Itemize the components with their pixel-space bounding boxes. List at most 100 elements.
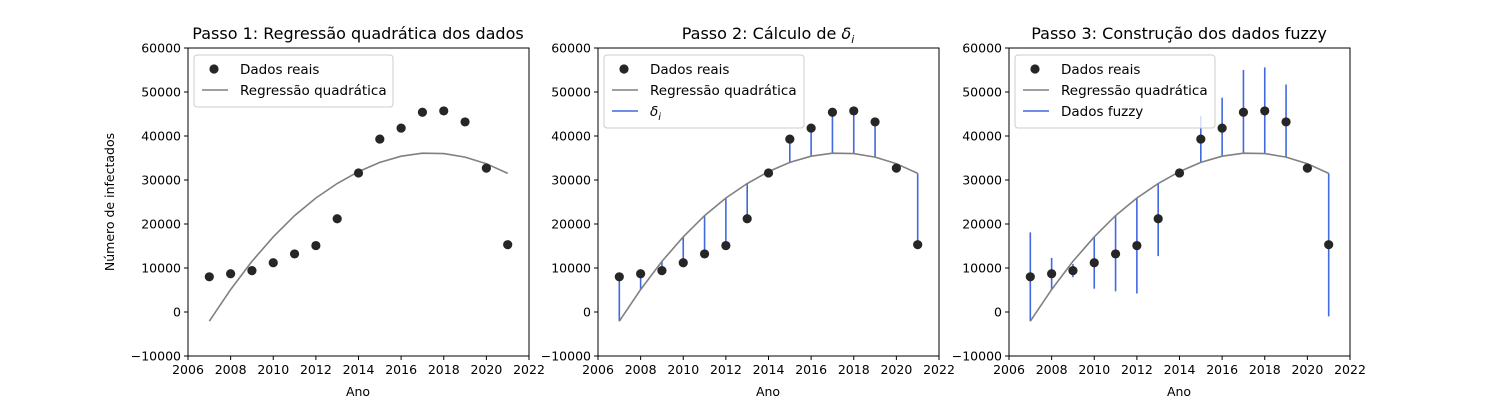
y-tick-label-3: 60000 bbox=[962, 41, 1002, 56]
legend-box-2 bbox=[603, 54, 805, 129]
data-point bbox=[439, 106, 449, 116]
x-tick-label-1: 2008 bbox=[215, 362, 247, 377]
data-point bbox=[396, 123, 406, 133]
data-point bbox=[763, 168, 774, 178]
x-tick-label-2: 2008 bbox=[625, 362, 657, 377]
y-tick-label-3: 20000 bbox=[962, 217, 1002, 232]
data-point bbox=[503, 240, 513, 250]
data-point bbox=[1302, 163, 1312, 173]
x-tick-label-3: 2014 bbox=[1164, 362, 1196, 377]
x-tick-label-1: 2012 bbox=[300, 362, 332, 377]
x-tick-label-3: 2020 bbox=[1291, 362, 1323, 377]
legend-label-subscript: i bbox=[658, 112, 661, 123]
y-tick-label-1: 0 bbox=[173, 305, 181, 320]
data-point bbox=[678, 258, 688, 268]
legend-box-3 bbox=[1014, 54, 1216, 129]
x-tick-label-2: 2010 bbox=[667, 362, 699, 377]
data-point bbox=[913, 240, 923, 250]
y-tick-label-1: 40000 bbox=[141, 129, 181, 144]
data-point bbox=[1281, 117, 1291, 127]
y-tick-label-2: 20000 bbox=[551, 217, 591, 232]
x-tick-label-3: 2016 bbox=[1206, 362, 1238, 377]
data-point bbox=[806, 123, 816, 133]
x-axis-label-1: Ano bbox=[346, 384, 370, 399]
data-point bbox=[1260, 106, 1270, 116]
x-tick-label-2: 2022 bbox=[923, 362, 955, 377]
data-point bbox=[311, 240, 321, 251]
y-tick-label-1: 10000 bbox=[141, 261, 181, 276]
chart-title-1: Passo 1: Regressão quadrática dos dados bbox=[192, 24, 523, 43]
x-tick-label-1: 2022 bbox=[513, 362, 545, 377]
data-point bbox=[1089, 258, 1099, 268]
x-axis-label-3: Ano bbox=[1167, 384, 1191, 399]
y-tick-label-2: 0 bbox=[583, 305, 591, 320]
y-tick-label-1: 50000 bbox=[141, 85, 181, 100]
data-point bbox=[353, 168, 364, 178]
data-point bbox=[614, 272, 624, 282]
y-tick-label-2: 40000 bbox=[551, 129, 591, 144]
y-axis-label-1: Número de infectados bbox=[102, 133, 117, 271]
data-point bbox=[1132, 240, 1142, 251]
x-tick-label-2: 2014 bbox=[753, 362, 785, 377]
x-tick-label-3: 2018 bbox=[1249, 362, 1281, 377]
regression-line-2 bbox=[618, 152, 919, 322]
legend-marker-points bbox=[619, 64, 629, 74]
y-tick-label-3: 40000 bbox=[962, 129, 1002, 144]
y-tick-label-2: 30000 bbox=[551, 173, 591, 188]
data-point bbox=[1324, 240, 1334, 250]
x-tick-label-1: 2018 bbox=[428, 362, 460, 377]
y-tick-label-2: 10000 bbox=[551, 261, 591, 276]
x-tick-label-1: 2016 bbox=[385, 362, 417, 377]
data-point bbox=[785, 134, 795, 144]
x-tick-label-1: 2020 bbox=[470, 362, 502, 377]
data-point bbox=[289, 249, 300, 259]
x-tick-label-2: 2006 bbox=[582, 362, 614, 377]
y-tick-label-2: 50000 bbox=[551, 85, 591, 100]
legend-label: Dados reais bbox=[1061, 62, 1140, 78]
y-tick-label-3: 30000 bbox=[962, 173, 1002, 188]
data-point bbox=[268, 258, 278, 268]
x-tick-label-3: 2010 bbox=[1078, 362, 1110, 377]
x-tick-label-3: 2008 bbox=[1036, 362, 1068, 377]
y-tick-label-2: −10000 bbox=[541, 349, 591, 364]
chart-panel-1: Passo 1: Regressão quadrática dos dados … bbox=[102, 24, 545, 399]
data-point bbox=[375, 134, 385, 144]
chart-title-2-symbol: δ bbox=[841, 24, 851, 43]
legend-label-symbol: δ bbox=[650, 104, 658, 120]
x-tick-label-1: 2010 bbox=[257, 362, 289, 377]
data-point bbox=[636, 269, 646, 279]
y-tick-label-1: 20000 bbox=[141, 217, 181, 232]
legend-label: Regressão quadrática bbox=[240, 83, 387, 99]
data-point bbox=[1068, 266, 1078, 276]
x-axis-label-2: Ano bbox=[756, 384, 780, 399]
data-point bbox=[827, 107, 838, 117]
x-tick-label-1: 2006 bbox=[172, 362, 204, 377]
data-point bbox=[849, 106, 859, 116]
data-point bbox=[657, 266, 667, 276]
regression-line-3 bbox=[1029, 152, 1330, 322]
x-tick-label-3: 2012 bbox=[1121, 362, 1153, 377]
legend-marker-points bbox=[209, 64, 219, 74]
legend-label: Regressão quadrática bbox=[1061, 83, 1208, 99]
y-tick-label-3: 0 bbox=[994, 305, 1002, 320]
data-point bbox=[1025, 272, 1035, 282]
legend-box-1 bbox=[193, 54, 394, 108]
x-tick-label-2: 2018 bbox=[838, 362, 870, 377]
x-tick-label-2: 2012 bbox=[710, 362, 742, 377]
legend-label: Dados fuzzy bbox=[1061, 104, 1143, 120]
data-point bbox=[247, 266, 257, 276]
data-point bbox=[1047, 269, 1057, 279]
y-tick-label-1: −10000 bbox=[131, 349, 181, 364]
data-point bbox=[481, 163, 491, 173]
y-tick-label-3: 10000 bbox=[962, 261, 1002, 276]
data-point bbox=[460, 117, 470, 127]
data-point bbox=[1217, 123, 1227, 133]
data-point bbox=[1196, 134, 1206, 144]
data-point bbox=[417, 107, 428, 117]
data-point bbox=[870, 117, 880, 127]
y-tick-label-1: 60000 bbox=[141, 41, 181, 56]
x-tick-label-2: 2016 bbox=[795, 362, 827, 377]
data-point bbox=[204, 272, 214, 282]
data-point bbox=[699, 249, 710, 259]
